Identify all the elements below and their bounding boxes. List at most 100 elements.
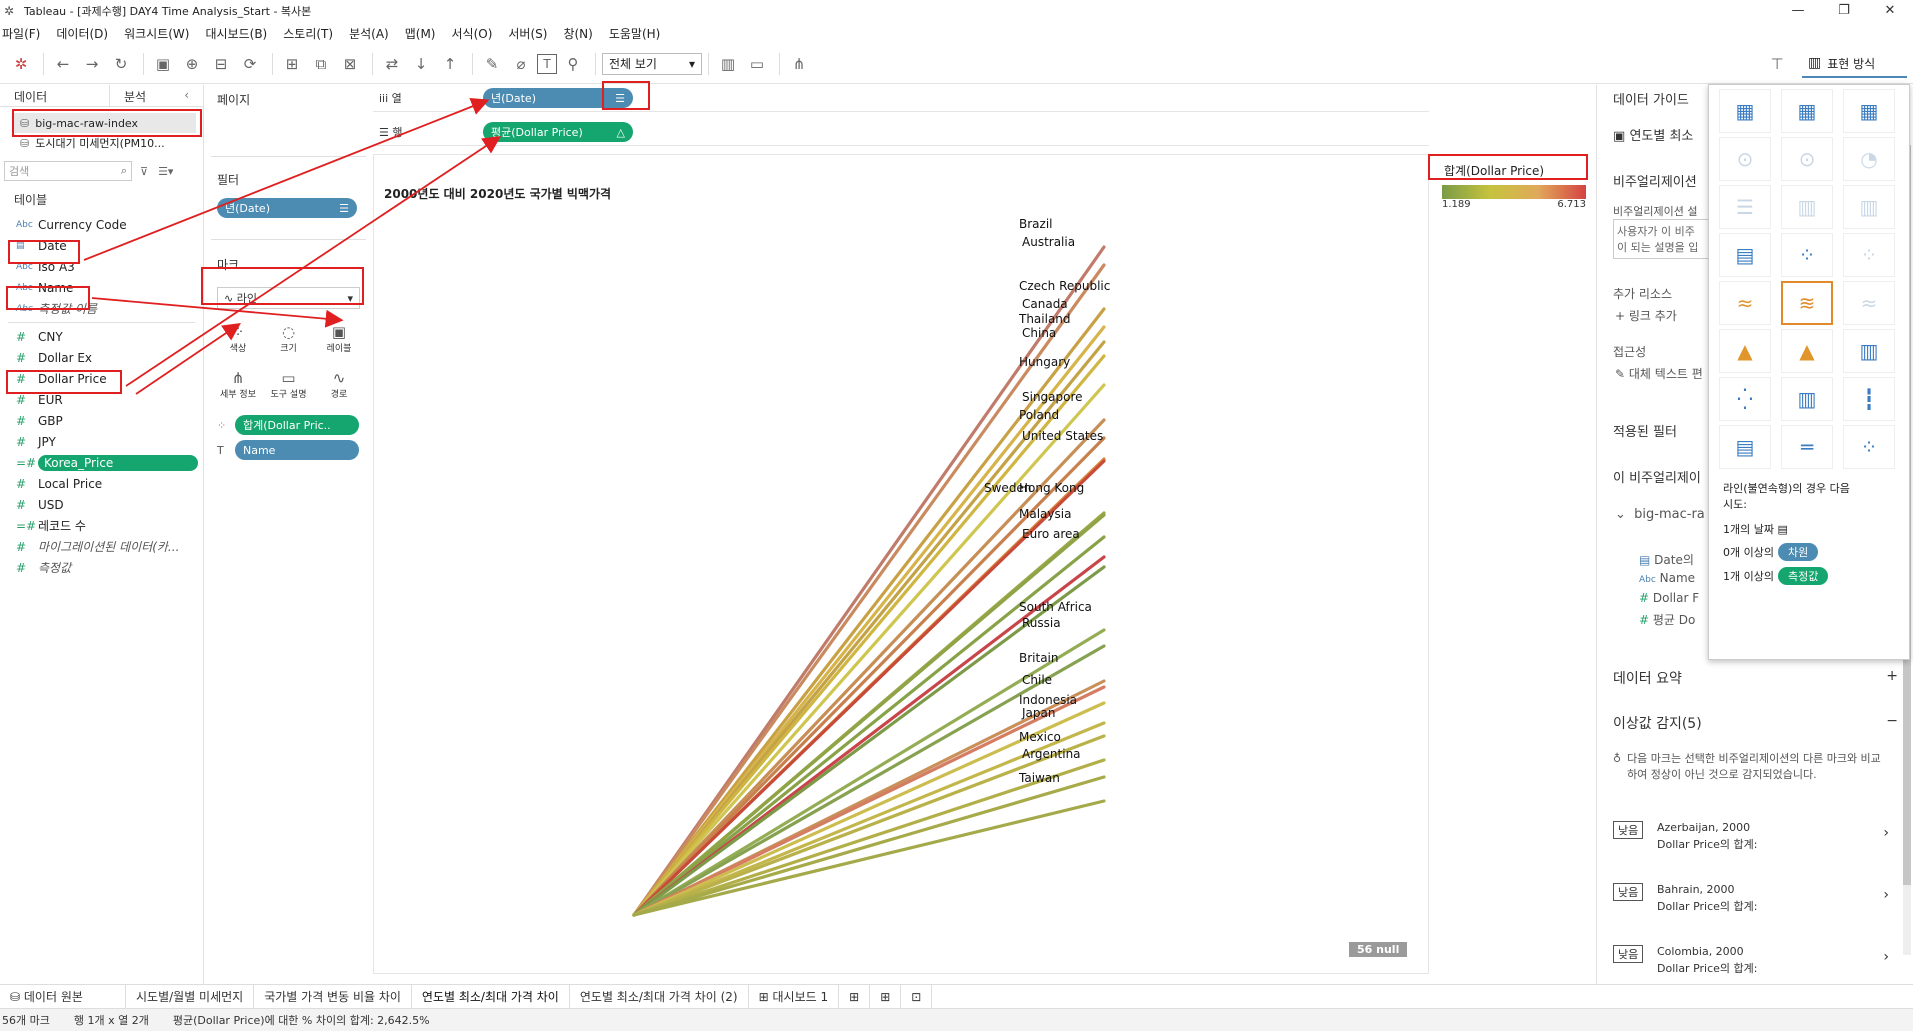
show-me-chart-option[interactable]: ▲: [1781, 329, 1833, 373]
measure-field[interactable]: # CNY: [0, 326, 203, 347]
tab-sheet-active[interactable]: 연도별 최소/최대 가격 차이: [411, 984, 570, 1009]
measure-field[interactable]: # 마이그레이션된 데이터(카...: [0, 536, 203, 557]
tooltip-button[interactable]: ▭ 도구 설명: [268, 363, 310, 405]
country-line[interactable]: [632, 628, 1106, 917]
show-me-chart-option[interactable]: ☰: [1719, 185, 1771, 229]
show-me-chart-option[interactable]: ⁘: [1843, 233, 1895, 277]
country-line[interactable]: [632, 644, 1106, 917]
swap-rows-columns-icon[interactable]: ⇄: [385, 54, 399, 73]
measure-field[interactable]: # EUR: [0, 389, 203, 410]
filter-pill-year-date[interactable]: 년(Date) ☰: [217, 198, 357, 218]
detail-button[interactable]: ⋔ 세부 정보: [217, 363, 259, 405]
tab-dashboard[interactable]: ⊞ 대시보드 1: [749, 984, 840, 1009]
show-me-chart-option[interactable]: ⁘: [1843, 425, 1895, 469]
show-me-chart-option[interactable]: ≈: [1719, 281, 1771, 325]
new-dashboard-tab-icon[interactable]: ⊞: [870, 984, 902, 1009]
show-me-chart-option[interactable]: ▤: [1719, 425, 1771, 469]
show-me-chart-option[interactable]: ⊙: [1781, 137, 1833, 181]
viz-canvas[interactable]: 2000년도 대비 2020년도 국가별 빅맥가격 Brazil Australi…: [373, 154, 1429, 974]
close-button[interactable]: ✕: [1884, 3, 1896, 18]
duplicate-sheet-icon[interactable]: ⧉: [315, 54, 327, 73]
menu-story[interactable]: 스토리(T): [283, 26, 334, 41]
show-me-chart-option[interactable]: ▲: [1719, 329, 1771, 373]
show-me-button[interactable]: ▥ 표현 방식: [1802, 50, 1907, 78]
show-me-chart-option[interactable]: ⁛: [1719, 377, 1771, 421]
country-line[interactable]: [632, 701, 1106, 917]
show-me-chart-option[interactable]: ═: [1781, 425, 1833, 469]
datasource-item[interactable]: ⛁ 도시대기 미세먼지(PM10...: [0, 133, 203, 153]
measure-field[interactable]: # Dollar Ex: [0, 347, 203, 368]
show-me-chart-option[interactable]: ▥: [1781, 185, 1833, 229]
rows-pill-avg-dollar-price[interactable]: 평균(Dollar Price) △: [483, 122, 633, 142]
country-line[interactable]: [632, 535, 1106, 917]
filter-icon[interactable]: ⊽: [140, 164, 149, 178]
menu-help[interactable]: 도움말(H): [608, 26, 661, 41]
menu-format[interactable]: 서식(O): [451, 26, 493, 41]
tab-sheet[interactable]: 국가별 가격 변동 비율 차이: [254, 984, 412, 1009]
add-link-button[interactable]: + 링크 추가: [1615, 309, 1677, 323]
slope-chart[interactable]: [374, 155, 1430, 975]
show-me-chart-option[interactable]: ▦: [1719, 89, 1771, 133]
show-me-chart-option[interactable]: ▦: [1781, 89, 1833, 133]
pause-updates-icon[interactable]: ⊟: [214, 54, 228, 73]
country-line[interactable]: [632, 685, 1106, 917]
show-me-chart-option[interactable]: ≈: [1843, 281, 1895, 325]
country-line[interactable]: [632, 513, 1106, 917]
menu-data[interactable]: 데이터(D): [56, 26, 109, 41]
size-button[interactable]: ◌ 크기: [268, 317, 310, 359]
dimension-field[interactable]: ▤ Date: [0, 235, 203, 256]
tab-sheet[interactable]: 시도별/월별 미세먼지: [126, 984, 255, 1009]
fix-axes-icon[interactable]: ⚲: [567, 54, 579, 73]
new-story-tab-icon[interactable]: ⊡: [901, 984, 933, 1009]
tab-sheet[interactable]: 연도별 최소/최대 가격 차이 (2): [570, 984, 749, 1009]
country-line[interactable]: [632, 799, 1106, 917]
country-line[interactable]: [632, 775, 1106, 917]
redo-icon[interactable]: →: [85, 54, 99, 73]
country-line[interactable]: [632, 721, 1106, 917]
tableau-home-icon[interactable]: ✲: [14, 54, 28, 73]
outliers-row[interactable]: 이상값 감지(5) −: [1613, 713, 1898, 733]
sort-descending-icon[interactable]: ↑: [443, 54, 457, 73]
measure-field[interactable]: # JPY: [0, 431, 203, 452]
group-icon[interactable]: ⌀: [516, 54, 526, 73]
menu-server[interactable]: 서버(S): [508, 26, 548, 41]
dimension-field[interactable]: Abc Currency Code: [0, 214, 203, 235]
country-line[interactable]: [632, 354, 1106, 917]
measure-field[interactable]: =# Korea_Price: [0, 452, 203, 473]
menu-worksheet[interactable]: 워크시트(W): [124, 26, 190, 41]
show-cards-icon[interactable]: ▥: [720, 54, 736, 73]
mark-pill-name[interactable]: Name: [235, 440, 359, 460]
country-line[interactable]: [632, 734, 1106, 917]
measure-field[interactable]: =# 레코드 수: [0, 515, 203, 536]
show-me-chart-option[interactable]: ▥: [1843, 185, 1895, 229]
measure-field[interactable]: # GBP: [0, 410, 203, 431]
columns-pill-year-date[interactable]: 년(Date) ☰: [483, 88, 633, 108]
measure-field[interactable]: # Local Price: [0, 473, 203, 494]
share-icon[interactable]: ⋔: [792, 54, 806, 73]
country-line[interactable]: [632, 307, 1106, 917]
null-indicator[interactable]: 56 null: [1349, 942, 1408, 957]
menu-map[interactable]: 맵(M): [404, 26, 436, 41]
country-line[interactable]: [632, 383, 1106, 917]
show-me-chart-option[interactable]: ▥: [1843, 329, 1895, 373]
collapse-pane-icon[interactable]: ‹: [184, 88, 189, 102]
country-line[interactable]: [632, 263, 1106, 917]
menu-window[interactable]: 창(N): [563, 26, 593, 41]
save-icon[interactable]: ▣: [155, 54, 171, 73]
menu-dashboard[interactable]: 대시보드(B): [205, 26, 268, 41]
replay-icon[interactable]: ↻: [114, 54, 128, 73]
measure-field[interactable]: # 측정값: [0, 557, 203, 578]
data-summary-row[interactable]: 데이터 요약 +: [1613, 668, 1898, 688]
country-line[interactable]: [632, 459, 1106, 917]
path-button[interactable]: ∿ 경로: [318, 363, 360, 405]
tab-analysis[interactable]: 분석: [124, 90, 147, 104]
country-line[interactable]: [632, 758, 1106, 917]
maximize-button[interactable]: ❐: [1838, 3, 1850, 18]
sort-ascending-icon[interactable]: ↓: [414, 54, 428, 73]
view-options-icon[interactable]: ☰▾: [158, 164, 174, 178]
mark-pill-dollar-price[interactable]: 합계(Dollar Pric..: [235, 415, 359, 435]
show-labels-icon[interactable]: T: [537, 53, 557, 74]
new-worksheet-tab-icon[interactable]: ⊞: [839, 984, 871, 1009]
alt-text-button[interactable]: ✎ 대체 텍스트 편: [1615, 365, 1703, 382]
presentation-mode-icon[interactable]: ▭: [749, 54, 765, 73]
